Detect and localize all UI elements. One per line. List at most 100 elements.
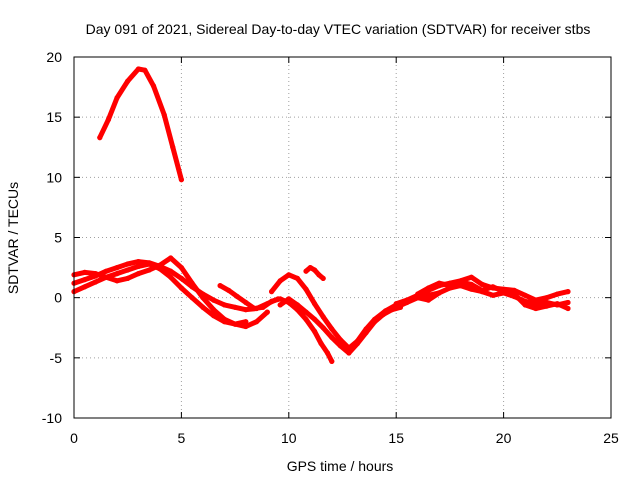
data-point (501, 289, 507, 295)
data-point (103, 268, 109, 274)
data-point (82, 277, 88, 283)
data-point (468, 281, 474, 287)
data-point (168, 255, 174, 261)
data-point (277, 302, 283, 308)
data-point (226, 287, 232, 293)
series-arc-5 (217, 283, 335, 364)
x-tick-labels: 0 5 10 15 20 25 (70, 430, 619, 446)
data-point (234, 293, 240, 300)
data-point (380, 311, 386, 318)
data-point (125, 275, 131, 281)
data-point (554, 301, 560, 307)
data-point (458, 279, 464, 285)
data-point (142, 67, 148, 73)
chart-title: Day 091 of 2021, Sidereal Day-to-day VTE… (86, 21, 591, 37)
data-point (189, 295, 195, 301)
data-point (150, 83, 157, 89)
data-point (307, 265, 313, 271)
data-point (217, 283, 223, 289)
axes (73, 56, 612, 419)
y-tick-label: 0 (54, 290, 62, 306)
data-point (415, 291, 421, 297)
data-point (436, 280, 442, 286)
x-tick-label: 25 (603, 430, 619, 446)
data-point (312, 301, 318, 307)
data-point (468, 274, 474, 280)
data-point (82, 284, 88, 290)
data-point (232, 321, 238, 327)
data-point (114, 271, 120, 277)
data-point (114, 95, 120, 101)
data-point (312, 328, 318, 334)
data-point (286, 272, 292, 278)
data-point (277, 296, 283, 302)
data-point (425, 297, 431, 303)
data-point (329, 326, 335, 332)
data-point (135, 271, 141, 277)
data-point (303, 309, 309, 315)
data-point (318, 340, 324, 346)
data-point (312, 267, 318, 273)
x-tick-label: 20 (496, 430, 512, 446)
data-point (337, 343, 343, 349)
data-point (260, 304, 266, 310)
series-arc-7 (303, 265, 326, 281)
data-point (565, 305, 571, 312)
data-point (522, 292, 528, 298)
series-arc-11 (415, 279, 571, 312)
data-point (189, 280, 195, 286)
data-point (303, 316, 309, 322)
data-point (178, 177, 184, 183)
data-point (329, 358, 335, 364)
data-point (425, 285, 431, 291)
data-point (479, 281, 485, 287)
x-tick-label: 10 (281, 430, 297, 446)
data-point (125, 267, 131, 273)
data-point (157, 262, 163, 268)
data-point (200, 304, 206, 310)
data-point (329, 334, 335, 340)
data-point (277, 278, 283, 284)
data-point (372, 319, 378, 325)
data-point (178, 275, 184, 281)
y-tick-label: 5 (54, 230, 62, 246)
data-point (254, 319, 260, 325)
data-point (490, 284, 496, 290)
data-point (286, 296, 292, 302)
series-line (97, 66, 184, 183)
data-point (243, 323, 249, 330)
x-axis-label: GPS time / hours (287, 458, 394, 474)
data-point (294, 302, 300, 308)
data-point (135, 66, 141, 72)
data-point (168, 274, 174, 280)
data-point (354, 340, 361, 346)
data-point (211, 297, 217, 303)
grid-lines (74, 57, 611, 418)
data-point (533, 305, 539, 312)
data-point (221, 316, 227, 322)
data-point (243, 299, 249, 306)
data-point (303, 286, 309, 292)
x-tick-label: 0 (70, 430, 78, 446)
y-tick-label: 15 (46, 109, 62, 125)
data-point (346, 350, 352, 356)
data-point (114, 278, 120, 284)
data-point (303, 268, 309, 274)
data-point (544, 303, 550, 309)
data-point (522, 302, 528, 308)
series-arc-1 (97, 66, 184, 183)
data-point (125, 78, 131, 84)
data-point (320, 314, 326, 320)
series-arc-4 (71, 255, 249, 327)
data-point (320, 325, 326, 331)
data-point (178, 265, 184, 271)
data-point (312, 316, 318, 322)
data-point (170, 144, 176, 150)
data-point (269, 298, 275, 304)
data-point (243, 319, 249, 325)
y-tick-label: 10 (46, 169, 62, 185)
data-point (565, 299, 571, 306)
data-point (232, 304, 238, 310)
